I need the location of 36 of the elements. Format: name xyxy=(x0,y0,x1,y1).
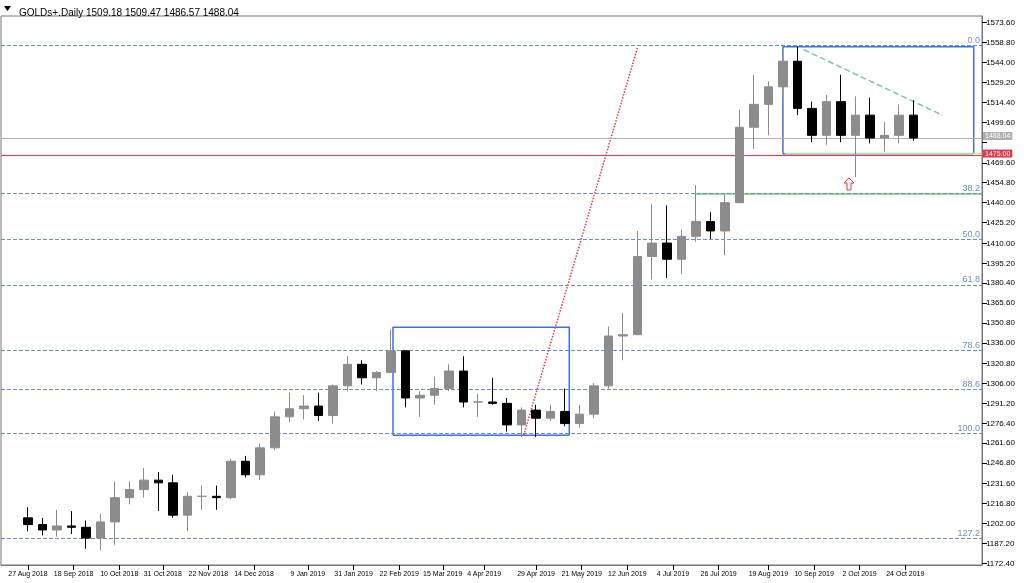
y-tick-label: 1573.60 xyxy=(986,18,1016,28)
y-tick-label: 1454.80 xyxy=(986,178,1016,188)
y-tick-label: 1350.80 xyxy=(986,318,1016,328)
y-tick-label: 1187.20 xyxy=(986,538,1015,548)
annotation: 100.0 xyxy=(957,422,980,433)
y-tick-label: 1261.60 xyxy=(986,438,1016,448)
y-tick-label: 1558.80 xyxy=(986,38,1016,48)
annotation: 127.2 xyxy=(957,528,980,539)
y-tick-label: 1202.00 xyxy=(986,518,1016,528)
y-tick-label: 1469.60 xyxy=(986,158,1016,168)
annotation: 78.6 xyxy=(962,339,980,350)
annotation: 38.2 xyxy=(962,182,980,193)
y-tick-label: 1216.80 xyxy=(986,498,1016,508)
y-tick-label: 1172.40 xyxy=(986,558,1015,568)
y-tick-label: 1395.20 xyxy=(986,258,1016,268)
y-tick-label: 1514.40 xyxy=(986,97,1016,107)
y-tick-label: 1320.80 xyxy=(986,358,1016,368)
y-tick-label: 1365.60 xyxy=(986,298,1016,308)
y-tick-label: 1306.00 xyxy=(986,378,1016,388)
y-tick-label: 1440.00 xyxy=(986,198,1016,208)
y-tick-label: 1276.40 xyxy=(986,418,1016,428)
y-tick-label: 1425.20 xyxy=(986,218,1016,228)
y-tick-label: 1246.80 xyxy=(986,458,1016,468)
annotation: 50.0 xyxy=(962,228,980,239)
annotation: 88.6 xyxy=(962,378,980,389)
y-tick-label: 1499.60 xyxy=(986,117,1016,127)
y-tick-label: 1544.00 xyxy=(986,58,1016,68)
annotation: 0.0 xyxy=(967,34,980,45)
y-tick-label: 1291.20 xyxy=(986,398,1016,408)
y-tick-label: 1336.00 xyxy=(986,338,1016,348)
y-tick-label: 1231.60 xyxy=(986,478,1016,488)
y-tick-label: 1410.00 xyxy=(986,238,1016,248)
y-tick-label: 1380.40 xyxy=(986,278,1016,288)
y-tick-label: 1529.20 xyxy=(986,78,1016,88)
chart-title: GOLDs+.Daily 1509.18 1509.47 1486.57 1488.04 xyxy=(19,6,240,18)
annotation: 61.8 xyxy=(962,274,980,285)
